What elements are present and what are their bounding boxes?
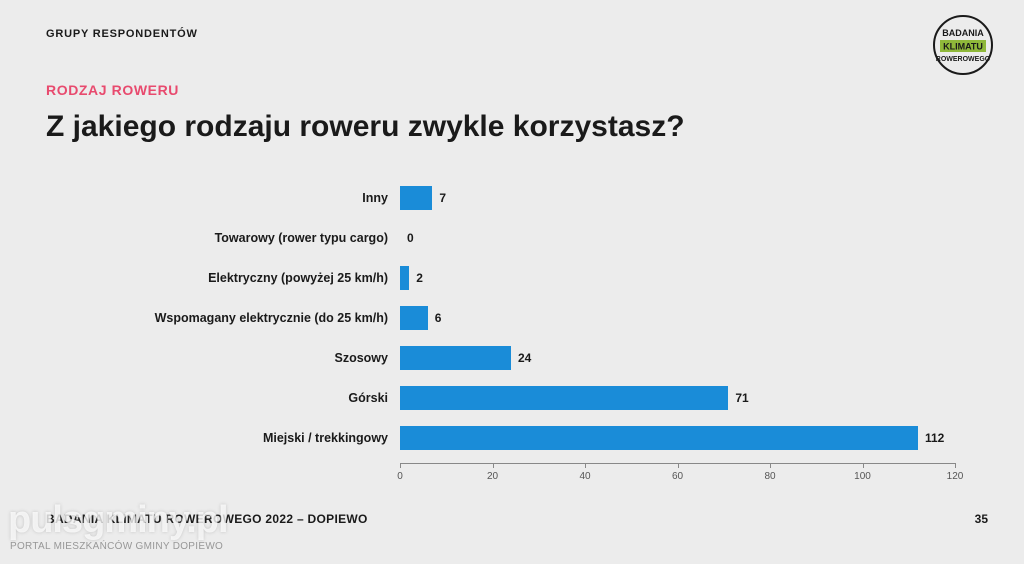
x-axis: 020406080100120 [400,463,955,493]
watermark-subtitle: PORTAL MIESZKAŃCÓW GMINY DOPIEWO [10,541,223,552]
axis-tick-label: 100 [854,471,871,482]
bar [400,426,918,450]
chart-title: Z jakiego rodzaju roweru zwykle korzysta… [46,110,685,144]
axis-tick-label: 0 [397,471,403,482]
chart-row: Górski 71 [135,378,955,418]
category-label: Wspomagany elektrycznie (do 25 km/h) [135,311,400,325]
bar [400,386,728,410]
bar [400,306,428,330]
axis-tick-label: 40 [579,471,590,482]
value-label: 71 [735,391,748,405]
chart-subtitle: RODZAJ ROWERU [46,82,179,98]
page-number: 35 [975,512,988,526]
axis-tick [955,463,956,468]
footer-text: BADANIA KLIMATU ROWEROWEGO 2022 – DOPIEW… [46,512,368,526]
bar [400,346,511,370]
category-label: Miejski / trekkingowy [135,431,400,445]
logo-text-1: BADANIA [942,28,984,38]
bar [400,186,432,210]
bar-track: 0 [400,218,955,258]
category-label: Towarowy (rower typu cargo) [135,231,400,245]
bar-track: 24 [400,338,955,378]
chart-row: Szosowy 24 [135,338,955,378]
category-label: Inny [135,191,400,205]
category-label: Elektryczny (powyżej 25 km/h) [135,271,400,285]
axis-tick-label: 60 [672,471,683,482]
bar-track: 6 [400,298,955,338]
value-label: 6 [435,311,442,325]
chart-row: Elektryczny (powyżej 25 km/h) 2 [135,258,955,298]
axis-tick [770,463,771,468]
logo-text-2: KLIMATU [943,42,983,52]
axis-tick-label: 80 [764,471,775,482]
value-label: 2 [416,271,423,285]
axis-tick [585,463,586,468]
axis-tick [400,463,401,468]
chart-row: Miejski / trekkingowy 112 [135,418,955,458]
value-label: 24 [518,351,531,365]
bar-track: 7 [400,178,955,218]
chart-row: Wspomagany elektrycznie (do 25 km/h) 6 [135,298,955,338]
axis-tick [678,463,679,468]
value-label: 7 [439,191,446,205]
logo-text-3: ROWEROWEGO [936,56,991,63]
axis-tick [863,463,864,468]
section-header: GRUPY RESPONDENTÓW [46,28,198,40]
axis-tick [493,463,494,468]
category-label: Górski [135,391,400,405]
chart-row: Inny 7 [135,178,955,218]
axis-tick-label: 20 [487,471,498,482]
value-label: 0 [407,231,414,245]
logo-badge: BADANIA KLIMATU ROWEROWEGO [932,14,994,76]
bar-track: 2 [400,258,955,298]
bar-track: 112 [400,418,955,458]
axis-tick-label: 120 [947,471,964,482]
bar [400,266,409,290]
bar-chart: Inny 7 Towarowy (rower typu cargo) 0 Elektry… [135,178,955,496]
bar-track: 71 [400,378,955,418]
value-label: 112 [925,431,944,445]
category-label: Szosowy [135,351,400,365]
chart-row: Towarowy (rower typu cargo) 0 [135,218,955,258]
